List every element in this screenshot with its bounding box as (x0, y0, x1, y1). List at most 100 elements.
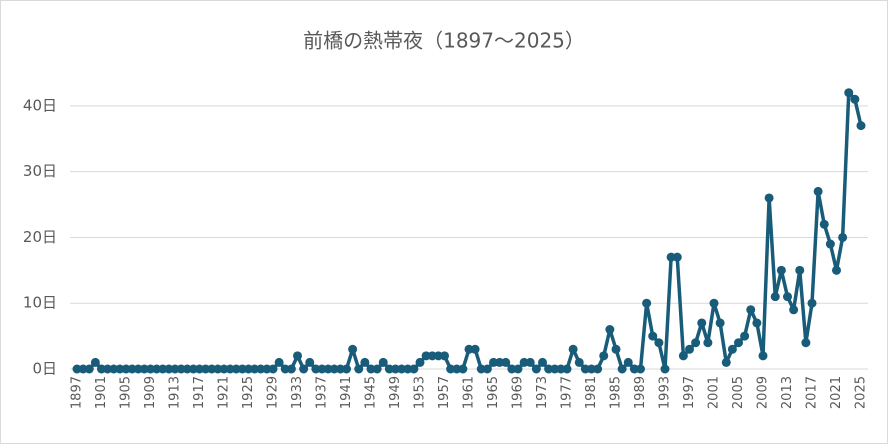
data-point (605, 325, 615, 335)
data-point (642, 298, 652, 308)
data-point (348, 344, 358, 354)
data-point (672, 252, 682, 262)
data-point (470, 344, 480, 354)
data-point (593, 364, 603, 374)
data-point (599, 351, 609, 361)
data-point (568, 344, 578, 354)
x-tick-label: 1937 (315, 376, 330, 409)
x-tick-label: 1981 (584, 376, 599, 409)
x-tick-label: 1957 (437, 376, 452, 409)
data-point (746, 305, 756, 315)
x-tick-label: 1993 (658, 376, 673, 409)
data-point (513, 364, 523, 374)
data-point (825, 239, 835, 249)
x-tick-label: 1917 (192, 376, 207, 409)
data-point (342, 364, 351, 374)
x-tick-label: 1953 (413, 376, 428, 409)
data-point (440, 351, 449, 361)
data-point (727, 344, 737, 354)
x-tick-label: 1949 (388, 376, 403, 409)
data-point (691, 338, 701, 348)
x-tick-label: 1933 (290, 376, 305, 409)
x-tick-label: 1929 (266, 376, 281, 409)
data-point (274, 357, 284, 367)
data-point (286, 364, 296, 374)
x-tick-label: 1941 (339, 376, 354, 409)
data-point (409, 364, 419, 374)
x-tick-label: 2013 (780, 376, 795, 409)
data-point (740, 331, 750, 341)
x-tick-label: 2025 (854, 376, 869, 409)
x-tick-label: 1897 (70, 376, 85, 409)
data-point (654, 338, 664, 348)
data-point (90, 357, 100, 367)
data-point (84, 364, 94, 374)
data-point (844, 88, 854, 98)
data-point (354, 364, 364, 374)
data-point (305, 357, 315, 367)
data-point (538, 357, 547, 367)
data-point (299, 364, 309, 374)
data-point (501, 357, 511, 367)
data-point (709, 298, 719, 308)
x-tick-label: 2001 (707, 376, 722, 409)
y-tick-label: 0日 (32, 360, 57, 378)
data-point (789, 305, 799, 315)
data-point (562, 364, 572, 374)
data-point (807, 298, 817, 308)
data-point (795, 265, 805, 275)
data-point (776, 265, 786, 275)
x-tick-label: 1909 (143, 376, 158, 409)
data-point (715, 318, 725, 328)
x-tick-label: 1925 (241, 376, 256, 409)
y-tick-label: 30日 (23, 162, 57, 180)
x-tick-label: 1945 (364, 376, 379, 409)
data-point (574, 357, 584, 367)
y-tick-label: 10日 (23, 294, 57, 312)
data-point (268, 364, 278, 374)
x-tick-label: 1961 (462, 376, 477, 409)
data-point (360, 357, 370, 367)
x-tick-label: 2009 (756, 376, 771, 409)
chart-title: 前橋の熱帯夜（1897～2025） (303, 29, 585, 53)
data-point (678, 351, 688, 361)
x-tick-label: 1901 (94, 376, 109, 409)
data-point (801, 338, 811, 348)
x-tick-label: 1985 (609, 376, 624, 409)
x-tick-label: 2017 (805, 376, 820, 409)
data-point (660, 364, 670, 374)
data-point (703, 338, 713, 348)
x-tick-label: 1977 (560, 376, 575, 409)
data-point (734, 338, 743, 348)
data-point (525, 357, 535, 367)
data-point (758, 351, 768, 361)
data-point (697, 318, 707, 328)
x-tick-label: 1965 (486, 376, 501, 409)
x-tick-label: 2021 (829, 376, 844, 409)
data-point (783, 292, 792, 302)
data-point (721, 357, 731, 367)
x-tick-label: 1905 (119, 376, 134, 409)
data-point (611, 344, 621, 354)
data-point (770, 292, 780, 302)
data-point (850, 94, 860, 104)
data-point (415, 357, 425, 367)
y-tick-label: 40日 (23, 96, 57, 114)
x-tick-label: 1997 (682, 376, 697, 409)
x-tick-label: 1989 (633, 376, 648, 409)
data-point (813, 186, 823, 196)
data-point (617, 364, 627, 374)
data-point (752, 318, 762, 328)
data-point (293, 351, 302, 361)
data-point (819, 219, 829, 229)
data-point (636, 364, 645, 374)
data-point (832, 265, 841, 275)
x-tick-label: 1969 (511, 376, 526, 409)
x-tick-label: 2005 (731, 376, 746, 409)
x-tick-label: 1973 (535, 376, 550, 409)
x-tick-label: 1921 (217, 376, 232, 409)
data-point (838, 232, 848, 242)
data-point (378, 357, 388, 367)
x-tick-label: 1913 (168, 376, 183, 409)
